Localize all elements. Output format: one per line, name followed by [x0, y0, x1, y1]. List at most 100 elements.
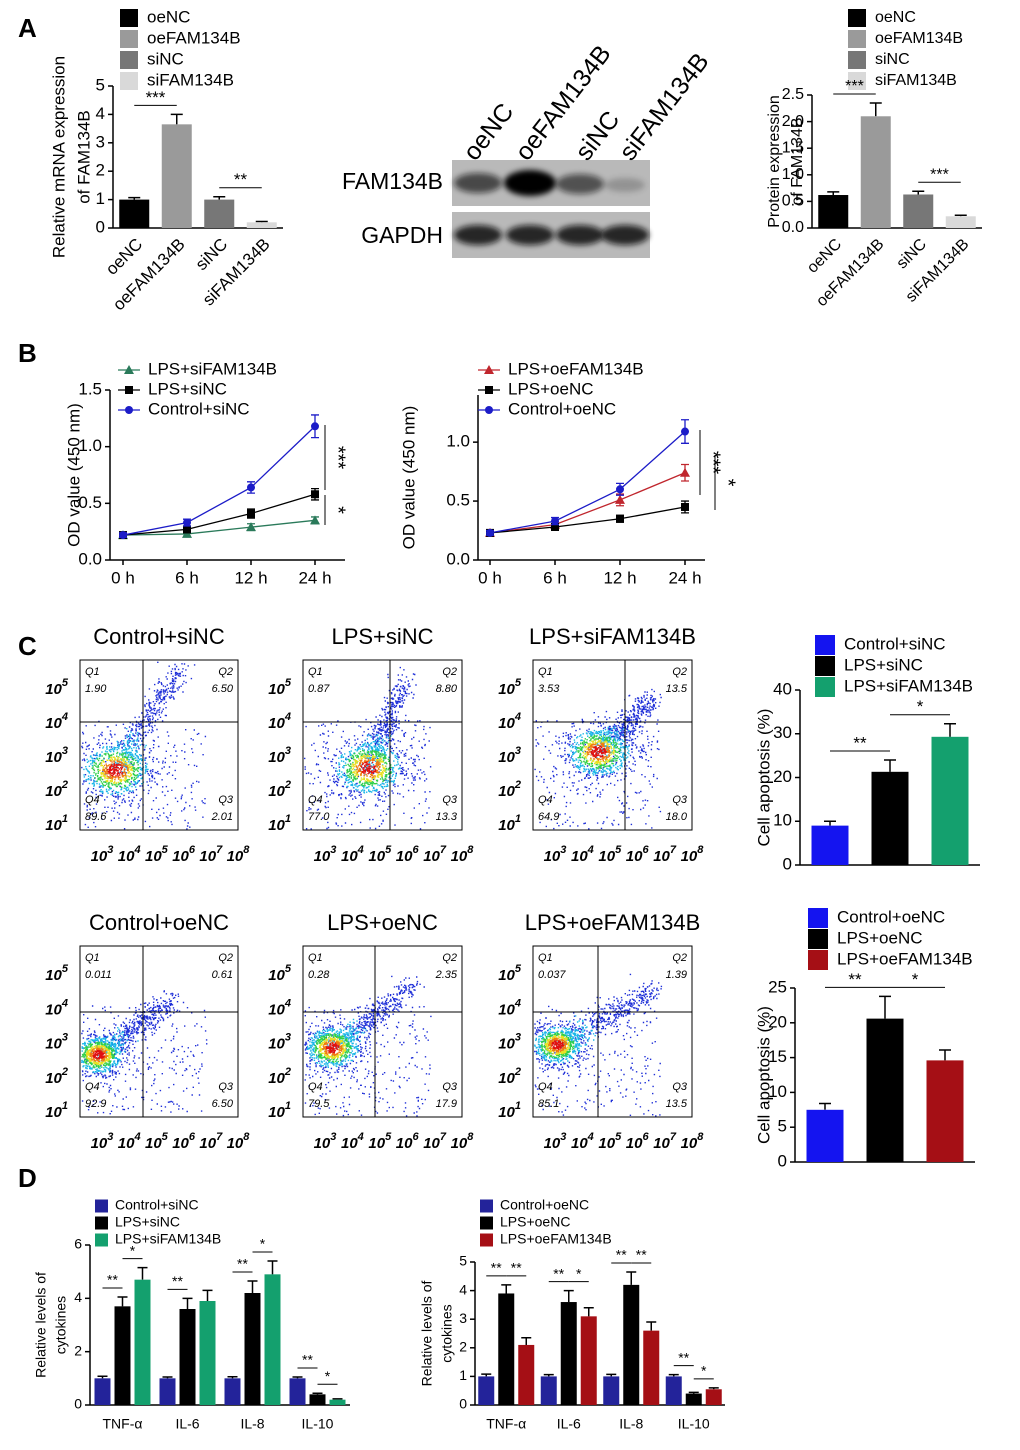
legend-swatch [480, 1199, 493, 1213]
flow-tick-label: 107 [199, 844, 223, 865]
flow-tick-label: 105 [145, 844, 169, 865]
tick-exponent: 8 [697, 1131, 704, 1143]
error-bar [879, 995, 891, 1019]
legend-label: LPS+oeFAM134B [500, 1231, 612, 1247]
blot-row-label: FAM134B [342, 168, 443, 194]
y-axis-label: Protein expression [766, 95, 783, 228]
plot-frame [79, 659, 239, 831]
legend-label: LPS+siFAM134B [844, 676, 973, 695]
quadrant-name: Q2 [672, 952, 687, 964]
error-bar [819, 1102, 831, 1110]
y-tick-label: 20 [768, 1012, 787, 1031]
event-dots [81, 990, 208, 1115]
y-tick-label: 2.5 [782, 86, 804, 103]
y-axis-label: Relative mRNA expression [49, 56, 68, 258]
y-axis-label: Relative levels of [419, 1280, 435, 1386]
blot-lane-label: siNC [570, 106, 625, 166]
quadrant-name: Q4 [538, 794, 553, 806]
legend-swatch [808, 908, 828, 928]
flow-tick-label: 106 [626, 1131, 650, 1152]
legend-label: LPS+siFAM134B [148, 359, 277, 378]
flow-tick-label: 107 [653, 1131, 677, 1152]
error-bar [137, 1266, 148, 1280]
tick-exponent: 3 [285, 1031, 291, 1043]
bar [478, 1376, 495, 1405]
blot-band [506, 225, 554, 245]
flow-tick-label: 104 [268, 997, 291, 1018]
tick-exponent: 1 [285, 813, 291, 825]
significance-label: ** [636, 1247, 647, 1263]
error-bar [213, 196, 226, 200]
tick-exponent: 3 [560, 1131, 566, 1143]
quadrant-value: 13.3 [436, 811, 458, 823]
bar [94, 1378, 111, 1405]
quadrant-value: 1.90 [85, 683, 107, 695]
bar [685, 1393, 702, 1405]
y-tick-label: 5 [778, 1117, 787, 1136]
legend-label: Control+oeNC [500, 1197, 589, 1213]
error-bar [117, 1296, 128, 1307]
flow-tick-label: 104 [498, 997, 521, 1018]
significance-label: * [325, 1368, 331, 1384]
y-tick-label: 0.5 [782, 193, 804, 210]
error-bar [827, 191, 840, 196]
y-tick-label: 10 [773, 811, 792, 830]
bar [134, 1279, 151, 1405]
flow-plot: LPS+siFAM134BQ13.53Q213.5Q318.0Q464.9105… [498, 624, 704, 865]
tick-base: 10 [498, 783, 515, 800]
error-bar [939, 1049, 951, 1061]
tick-exponent: 2 [514, 1066, 521, 1078]
y-axis-label: of FAM134B [789, 117, 806, 205]
tick-base: 10 [314, 848, 331, 865]
tick-exponent: 5 [515, 963, 522, 975]
significance-label: ** [553, 1265, 564, 1281]
series-line [122, 519, 316, 536]
quadrant-value: 6.50 [212, 683, 234, 695]
tick-base: 10 [396, 1135, 413, 1152]
quadrant-name: Q3 [442, 1081, 458, 1093]
tick-base: 10 [227, 848, 244, 865]
tick-base: 10 [396, 848, 413, 865]
legend-label: Control+oeNC [837, 907, 945, 926]
tick-base: 10 [145, 848, 162, 865]
flow-tick-label: 105 [268, 963, 292, 984]
error-bar [606, 1373, 617, 1377]
y-axis-label: of FAM134B [74, 110, 93, 204]
plot-frame [302, 659, 463, 831]
x-tick-label: IL-8 [240, 1416, 264, 1432]
quadrant-value: 2.35 [435, 969, 458, 981]
y-tick-label: 0 [778, 1151, 787, 1170]
error-bar [501, 1284, 512, 1294]
flow-plot: LPS+oeNCQ10.28Q22.35Q317.9Q479.510510410… [268, 910, 474, 1152]
tick-exponent: 4 [284, 997, 291, 1009]
y-axis-label: OD value (450 nm) [64, 403, 83, 547]
flow-plot: Control+siNCQ11.90Q26.50Q32.01Q489.61051… [45, 624, 250, 865]
quadrant-name: Q4 [308, 794, 323, 806]
tick-exponent: 6 [412, 844, 419, 856]
significance-label: ** [853, 733, 867, 752]
legend-label: LPS+siNC [844, 655, 923, 674]
significance-label: *** [845, 78, 864, 95]
legend-label: Control+siNC [148, 399, 250, 418]
tick-base: 10 [598, 1135, 615, 1152]
tick-base: 10 [268, 817, 285, 834]
bar [866, 1018, 904, 1162]
marker [119, 531, 127, 540]
bar [498, 1293, 515, 1405]
quadrant-value: 2.01 [211, 811, 233, 823]
y-axis-label: Relative levels of [33, 1272, 49, 1378]
legend-label: siFAM134B [875, 72, 957, 89]
error-bar [646, 1321, 657, 1331]
legend-label: LPS+siNC [148, 379, 227, 398]
y-tick-label: 0.5 [78, 493, 102, 512]
tick-exponent: 4 [61, 997, 68, 1009]
marker [681, 427, 689, 436]
y-tick-label: 0.0 [446, 549, 470, 568]
tick-base: 10 [498, 967, 515, 984]
x-tick-label: 24 h [668, 568, 701, 587]
error-bar [182, 1297, 193, 1309]
y-tick-label: 3 [459, 1310, 467, 1326]
error-bar [824, 820, 836, 826]
flow-tick-label: 103 [314, 1131, 337, 1152]
flow-tick-label: 103 [544, 844, 567, 865]
